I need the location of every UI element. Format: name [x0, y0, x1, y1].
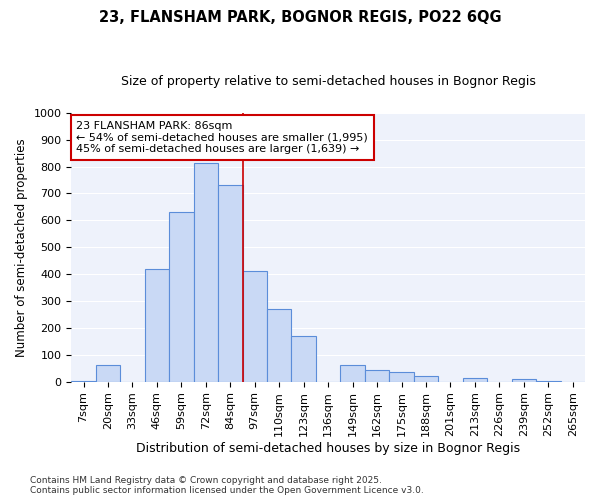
Bar [96, 365, 120, 382]
Bar [267, 309, 292, 382]
Bar [340, 365, 365, 382]
Text: Contains HM Land Registry data © Crown copyright and database right 2025.
Contai: Contains HM Land Registry data © Crown c… [30, 476, 424, 495]
Text: 23, FLANSHAM PARK, BOGNOR REGIS, PO22 6QG: 23, FLANSHAM PARK, BOGNOR REGIS, PO22 6Q… [98, 10, 502, 25]
Bar [365, 370, 389, 382]
Title: Size of property relative to semi-detached houses in Bognor Regis: Size of property relative to semi-detach… [121, 75, 536, 88]
Bar [71, 381, 96, 382]
Bar [242, 272, 267, 382]
Bar [194, 162, 218, 382]
Bar [463, 378, 487, 382]
Y-axis label: Number of semi-detached properties: Number of semi-detached properties [15, 138, 28, 356]
Bar [292, 336, 316, 382]
Bar [169, 212, 194, 382]
Bar [218, 186, 242, 382]
Bar [145, 269, 169, 382]
Bar [389, 372, 414, 382]
Bar [512, 379, 536, 382]
X-axis label: Distribution of semi-detached houses by size in Bognor Regis: Distribution of semi-detached houses by … [136, 442, 520, 455]
Bar [414, 376, 438, 382]
Bar [536, 381, 560, 382]
Text: 23 FLANSHAM PARK: 86sqm
← 54% of semi-detached houses are smaller (1,995)
45% of: 23 FLANSHAM PARK: 86sqm ← 54% of semi-de… [76, 121, 368, 154]
